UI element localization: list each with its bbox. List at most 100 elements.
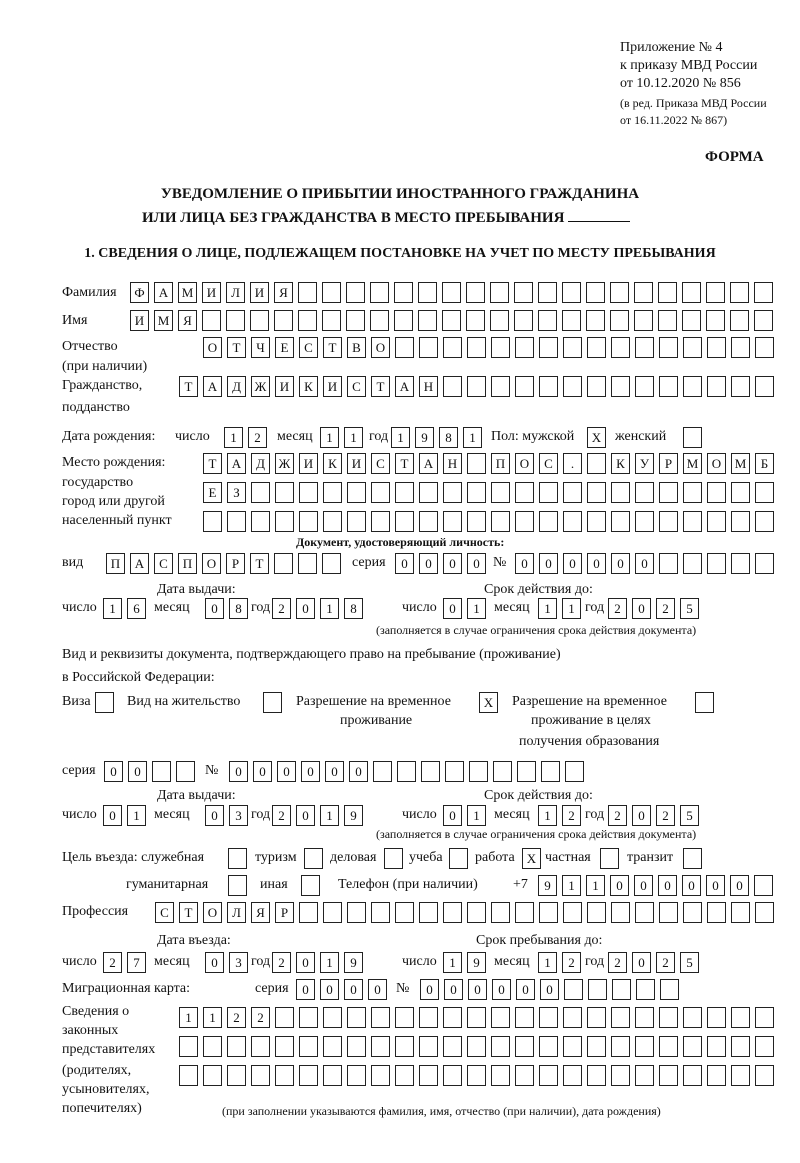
char-cell[interactable]: 0	[205, 805, 224, 826]
char-cell[interactable]	[419, 902, 438, 923]
char-cell[interactable]	[706, 310, 725, 331]
char-cell[interactable]	[707, 376, 726, 397]
char-cell[interactable]	[323, 1007, 342, 1028]
char-cell[interactable]	[587, 376, 606, 397]
char-cell[interactable]	[682, 282, 701, 303]
char-cell[interactable]	[227, 1036, 246, 1057]
char-cell[interactable]: 2	[272, 952, 291, 973]
char-cell[interactable]	[394, 282, 413, 303]
char-cell[interactable]: 1	[320, 427, 339, 448]
char-cell[interactable]	[515, 482, 534, 503]
char-cell[interactable]	[467, 337, 486, 358]
char-cell[interactable]	[517, 761, 536, 782]
char-cell[interactable]: 0	[730, 875, 749, 896]
char-cell[interactable]	[658, 310, 677, 331]
char-cell[interactable]	[755, 902, 774, 923]
char-cell[interactable]	[682, 310, 701, 331]
char-cell[interactable]	[203, 1065, 222, 1086]
char-cell[interactable]: 2	[272, 805, 291, 826]
char-cell[interactable]	[611, 511, 630, 532]
char-cell[interactable]	[299, 482, 318, 503]
char-cell[interactable]	[421, 761, 440, 782]
char-cell[interactable]	[539, 376, 558, 397]
char-cell[interactable]: 0	[443, 805, 462, 826]
char-cell[interactable]	[707, 337, 726, 358]
char-cell[interactable]	[371, 1036, 390, 1057]
char-cell[interactable]	[203, 511, 222, 532]
char-cell[interactable]	[539, 1007, 558, 1028]
char-cell[interactable]	[541, 761, 560, 782]
char-cell[interactable]: 0	[128, 761, 147, 782]
char-cell[interactable]: О	[203, 902, 222, 923]
char-cell[interactable]	[754, 875, 773, 896]
char-cell[interactable]: 2	[608, 952, 627, 973]
char-cell[interactable]	[539, 337, 558, 358]
char-cell[interactable]: 0	[632, 805, 651, 826]
char-cell[interactable]	[275, 511, 294, 532]
char-cell[interactable]: Н	[419, 376, 438, 397]
char-cell[interactable]: 9	[538, 875, 557, 896]
char-cell[interactable]	[755, 482, 774, 503]
char-cell[interactable]: И	[250, 282, 269, 303]
char-cell[interactable]	[490, 282, 509, 303]
char-cell[interactable]: 2	[248, 427, 267, 448]
char-cell[interactable]	[395, 337, 414, 358]
char-cell[interactable]	[635, 902, 654, 923]
char-cell[interactable]	[442, 282, 461, 303]
char-cell[interactable]: 0	[104, 761, 123, 782]
char-cell[interactable]: Н	[443, 453, 462, 474]
checkbox-cell[interactable]	[301, 875, 320, 896]
char-cell[interactable]	[373, 761, 392, 782]
char-cell[interactable]: 0	[610, 875, 629, 896]
char-cell[interactable]	[418, 310, 437, 331]
char-cell[interactable]: 1	[538, 805, 557, 826]
char-cell[interactable]	[707, 553, 726, 574]
char-cell[interactable]	[659, 553, 678, 574]
char-cell[interactable]	[683, 1036, 702, 1057]
char-cell[interactable]: 0	[516, 979, 535, 1000]
checkbox-cell[interactable]	[228, 848, 247, 869]
char-cell[interactable]	[587, 337, 606, 358]
char-cell[interactable]: 0	[515, 553, 534, 574]
char-cell[interactable]	[323, 902, 342, 923]
char-cell[interactable]	[466, 282, 485, 303]
char-cell[interactable]	[610, 282, 629, 303]
char-cell[interactable]: 5	[680, 805, 699, 826]
char-cell[interactable]: Л	[226, 282, 245, 303]
char-cell[interactable]	[371, 511, 390, 532]
char-cell[interactable]: 0	[325, 761, 344, 782]
char-cell[interactable]	[347, 1036, 366, 1057]
char-cell[interactable]: 8	[229, 598, 248, 619]
char-cell[interactable]	[491, 482, 510, 503]
char-cell[interactable]	[731, 511, 750, 532]
char-cell[interactable]	[659, 511, 678, 532]
char-cell[interactable]	[322, 553, 341, 574]
char-cell[interactable]	[370, 310, 389, 331]
char-cell[interactable]: 2	[272, 598, 291, 619]
char-cell[interactable]: 0	[253, 761, 272, 782]
char-cell[interactable]	[586, 310, 605, 331]
char-cell[interactable]	[565, 761, 584, 782]
char-cell[interactable]	[563, 1036, 582, 1057]
char-cell[interactable]: 0	[349, 761, 368, 782]
char-cell[interactable]: 2	[562, 952, 581, 973]
char-cell[interactable]	[587, 482, 606, 503]
char-cell[interactable]	[538, 282, 557, 303]
char-cell[interactable]: И	[275, 376, 294, 397]
char-cell[interactable]	[659, 1065, 678, 1086]
char-cell[interactable]	[275, 1036, 294, 1057]
char-cell[interactable]	[635, 1065, 654, 1086]
char-cell[interactable]	[539, 1036, 558, 1057]
char-cell[interactable]	[419, 1036, 438, 1057]
char-cell[interactable]: У	[635, 453, 654, 474]
char-cell[interactable]	[419, 482, 438, 503]
char-cell[interactable]	[683, 1007, 702, 1028]
char-cell[interactable]: Р	[275, 902, 294, 923]
checkbox-cell[interactable]: X	[479, 692, 498, 713]
char-cell[interactable]	[562, 282, 581, 303]
char-cell[interactable]	[467, 902, 486, 923]
char-cell[interactable]	[755, 511, 774, 532]
char-cell[interactable]	[659, 1007, 678, 1028]
checkbox-cell[interactable]	[600, 848, 619, 869]
char-cell[interactable]	[346, 282, 365, 303]
